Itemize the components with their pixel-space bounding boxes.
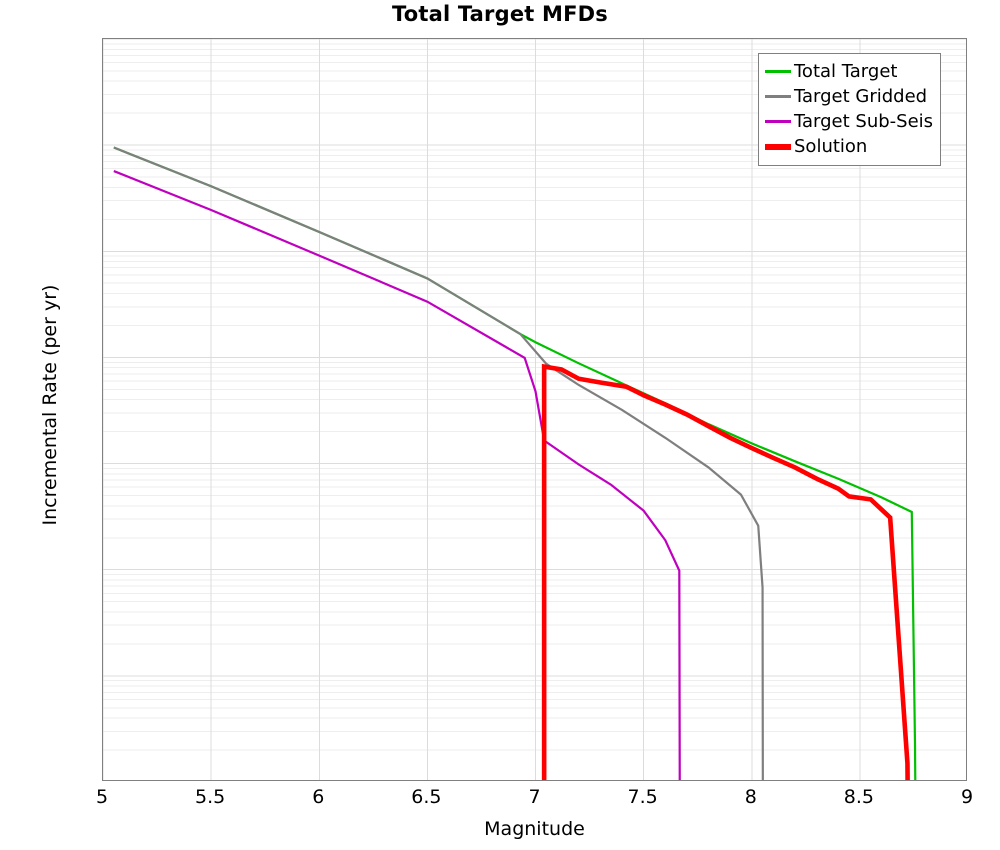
x-tick-label: 7.5 [627,786,658,808]
legend-item-0[interactable]: Total Target [765,59,933,84]
x-tick-label: 9 [960,786,974,808]
grid-layer [103,39,966,780]
legend-label: Target Gridded [794,85,928,107]
legend-label: Solution [794,135,868,157]
series-line-1 [113,146,764,780]
x-tick-label: 7 [528,786,541,808]
series-line-2 [113,170,681,780]
data-layer [113,146,917,780]
legend-item-3[interactable]: Solution [765,134,933,159]
x-tick-label: 6 [312,786,325,808]
legend-label: Total Target [794,60,898,82]
legend-item-2[interactable]: Target Sub-Seis [765,109,933,134]
x-tick-label: 8 [744,786,757,808]
series-line-0 [113,146,917,780]
chart-title: Total Target MFDs [391,2,609,26]
x-tick-label: 5.5 [195,786,226,808]
x-tick-label: 6.5 [411,786,442,808]
legend-item-1[interactable]: Target Gridded [765,84,933,109]
y-axis-label: Incremental Rate (per yr) [39,284,61,526]
x-tick-label: 5 [95,786,109,808]
legend-swatch-icon [765,120,791,123]
x-tick-label: 8.5 [843,786,874,808]
legend-swatch-icon [765,70,791,73]
chart-legend: Total Target Target Gridded Target Sub-Sei… [758,53,942,166]
legend-swatch-icon [765,95,791,98]
x-axis-label: Magnitude [484,818,585,840]
legend-label: Target Sub-Seis [794,110,934,132]
series-line-3 [541,363,910,780]
legend-swatch-icon [765,143,791,150]
